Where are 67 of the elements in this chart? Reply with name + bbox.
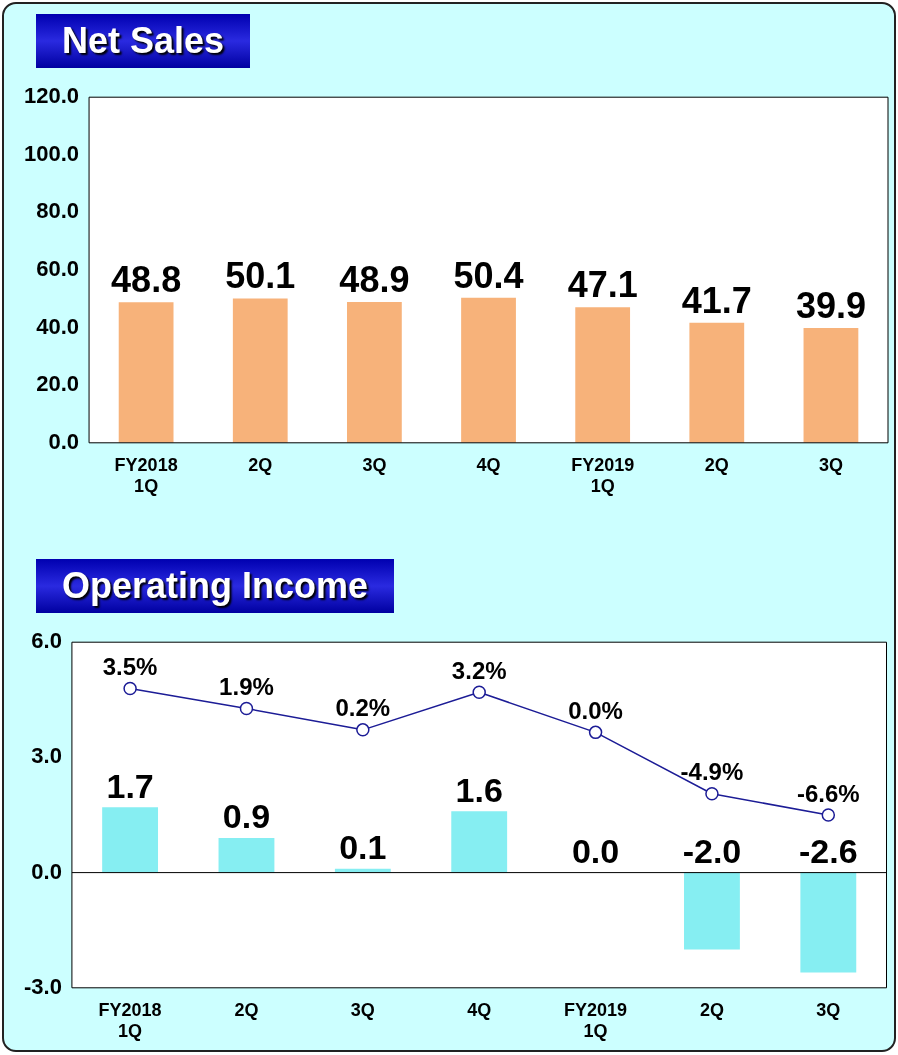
data-label: 1.9% — [219, 673, 274, 701]
point — [821, 808, 836, 822]
chart-title: Operating Income — [36, 559, 395, 613]
chart-title: Net Sales — [36, 14, 251, 68]
x-tick-label: 4Q — [467, 999, 492, 1020]
data-label: 48.9 — [339, 258, 410, 300]
bar — [689, 322, 745, 443]
point — [705, 786, 719, 801]
bar — [347, 301, 402, 443]
x-tick-label: 3Q — [818, 454, 843, 475]
bar — [102, 807, 159, 873]
data-label: 3.2% — [451, 656, 507, 684]
data-label: 1.7 — [106, 766, 154, 805]
data-label: 0.0% — [568, 696, 623, 724]
bar — [118, 302, 174, 443]
data-label: 48.8 — [111, 259, 182, 301]
bar — [684, 872, 740, 950]
x-tick-label: 3Q — [816, 999, 841, 1020]
data-label: 47.1 — [567, 264, 638, 306]
x-tick-label: 2Q — [248, 454, 273, 475]
y-tick-label: -3.0 — [23, 973, 62, 999]
bar — [232, 298, 288, 443]
bar — [800, 872, 857, 973]
data-label: 50.1 — [225, 255, 296, 297]
data-label: 39.9 — [795, 284, 866, 326]
bar — [218, 838, 275, 873]
data-label: -4.9% — [680, 758, 744, 786]
bar — [575, 307, 631, 443]
point — [239, 701, 254, 716]
data-label: 0.2% — [335, 694, 391, 722]
y-tick-label: 0.0 — [48, 428, 80, 454]
y-tick-label: 60.0 — [36, 256, 80, 282]
x-tick-label: FY2018 1Q — [114, 454, 178, 497]
bar — [451, 811, 508, 873]
y-tick-label: 40.0 — [36, 313, 80, 339]
y-tick-label: 6.0 — [31, 628, 62, 654]
point — [588, 725, 603, 740]
data-label: -6.6% — [796, 779, 860, 807]
data-label: 1.6 — [455, 770, 503, 809]
y-tick-label: 20.0 — [36, 371, 80, 397]
x-tick-label: 2Q — [699, 999, 724, 1020]
data-label: 41.7 — [681, 279, 752, 321]
data-label: 3.5% — [102, 653, 158, 681]
data-label: -2.0 — [682, 831, 742, 870]
y-tick-label: 3.0 — [31, 743, 62, 769]
bar — [461, 297, 516, 443]
data-label: 0.9 — [222, 797, 271, 836]
x-tick-label: FY2018 1Q — [98, 999, 162, 1042]
point — [123, 681, 137, 696]
x-tick-label: 3Q — [362, 454, 387, 475]
y-tick-label: 100.0 — [23, 140, 80, 166]
y-tick-label: 80.0 — [36, 198, 80, 224]
x-tick-label: FY2019 1Q — [564, 999, 628, 1042]
data-label: 0.0 — [571, 831, 620, 870]
x-tick-label: 2Q — [234, 999, 259, 1020]
point — [356, 723, 370, 737]
bar — [803, 327, 859, 443]
data-label: -2.6 — [799, 831, 858, 870]
y-tick-label: 120.0 — [23, 83, 80, 109]
data-label: 50.4 — [453, 254, 524, 296]
y-tick-label: 0.0 — [31, 858, 62, 884]
x-tick-label: FY2019 1Q — [571, 454, 635, 497]
x-tick-label: 4Q — [476, 454, 501, 475]
x-tick-label: 3Q — [350, 999, 375, 1020]
data-label: 0.1 — [339, 828, 387, 867]
point — [472, 685, 486, 700]
x-tick-label: 2Q — [704, 454, 729, 475]
